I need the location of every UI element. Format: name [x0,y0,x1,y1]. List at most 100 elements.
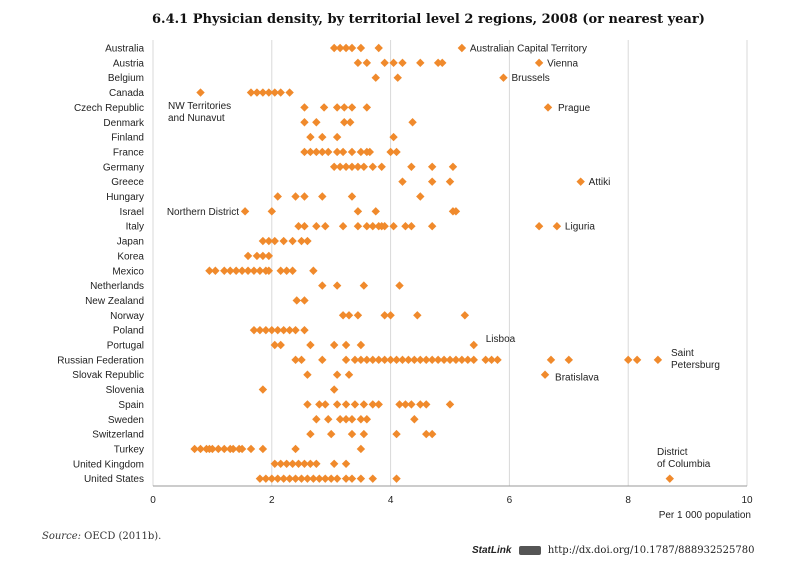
data-point [427,162,437,171]
data-point [499,73,508,82]
data-point [246,444,256,454]
data-point [552,222,562,231]
data-point [261,474,271,483]
data-point [416,192,425,201]
data-point [321,400,330,409]
data-point [451,355,461,365]
data-point [220,266,229,275]
data-point [249,266,259,275]
statlink-url[interactable]: http://dx.doi.org/10.1787/888932525780 [547,545,755,556]
statlink[interactable]: StatLink http://dx.doi.org/10.1787/88893… [472,545,754,556]
statlink-label: StatLink [472,545,512,556]
data-point [344,311,354,320]
source-text: OECD (2011b). [84,531,162,542]
data-point [356,147,366,157]
data-point [389,222,398,231]
annotation-label: Australian Capital Territory [470,44,587,55]
data-point [632,355,642,365]
data-point [231,266,241,275]
annotation-label: Northern District [167,207,239,218]
data-point [374,400,383,409]
data-point [445,355,455,365]
data-point [359,281,369,290]
data-point [300,103,309,112]
data-point [321,222,330,231]
data-point [380,355,389,365]
data-point [347,415,357,424]
data-point [288,236,297,246]
data-point [237,266,247,275]
data-point [255,474,265,483]
annotation-label: Lisboa [486,334,516,345]
data-point [240,207,250,216]
gridlines [152,40,748,486]
data-point [255,266,265,275]
data-point [347,43,357,53]
data-point [624,355,633,365]
data-point [306,132,315,142]
data-point [457,355,467,365]
category-label: Slovak Republic [72,370,144,381]
x-tick-label: 8 [625,495,631,506]
data-point [282,459,291,468]
data-point [255,325,265,335]
data-point [208,444,217,454]
data-point [297,474,306,483]
category-label: Mexico [112,266,144,277]
data-point [264,266,274,275]
data-point [340,103,349,112]
data-point [338,222,348,231]
data-point [292,296,301,305]
category-label: United Kingdom [73,459,144,470]
category-label: Germany [103,162,144,173]
data-point [401,222,410,231]
data-point [246,88,256,97]
data-point [291,355,300,365]
data-point [300,147,309,157]
data-point [362,58,372,68]
data-point [332,103,342,112]
data-point [258,88,268,97]
data-point [438,58,447,68]
category-label: Japan [117,237,144,248]
data-point [312,459,321,468]
category-label: New Zealand [85,296,144,307]
data-point [282,266,291,275]
data-point [398,177,407,186]
x-axis-label: Per 1 000 population [659,510,751,521]
data-point [338,147,348,157]
annotation-label: Bratislava [555,373,599,384]
data-point [338,311,348,320]
data-point [321,474,330,483]
data-point [395,400,404,409]
annotation-label: District of Columbia [657,447,711,470]
data-point [288,459,297,468]
data-point [264,251,274,261]
data-point [395,281,404,290]
annotation-label: Vienna [547,58,578,69]
data-point [392,147,401,157]
category-label: Turkey [114,444,144,455]
data-point [258,236,268,246]
data-point [368,355,377,365]
data-point [451,207,461,216]
category-label: Switzerland [92,430,144,441]
data-point [300,222,309,231]
category-label: Denmark [103,118,145,129]
data-point [341,400,351,409]
category-label: Hungary [106,192,144,203]
data-point [252,88,262,97]
annotations: Australian Capital Territory Vienna Brusse… [167,44,720,471]
data-point [300,192,309,201]
data-point [356,444,366,454]
data-point [249,325,259,335]
data-point [371,207,380,216]
data-point [362,355,372,365]
data-point [291,474,300,483]
data-point [226,266,235,275]
data-point [353,222,363,231]
data-point [335,415,345,424]
data-point [341,415,351,424]
annotation-label: Liguria [565,222,595,233]
data-point [534,222,544,231]
